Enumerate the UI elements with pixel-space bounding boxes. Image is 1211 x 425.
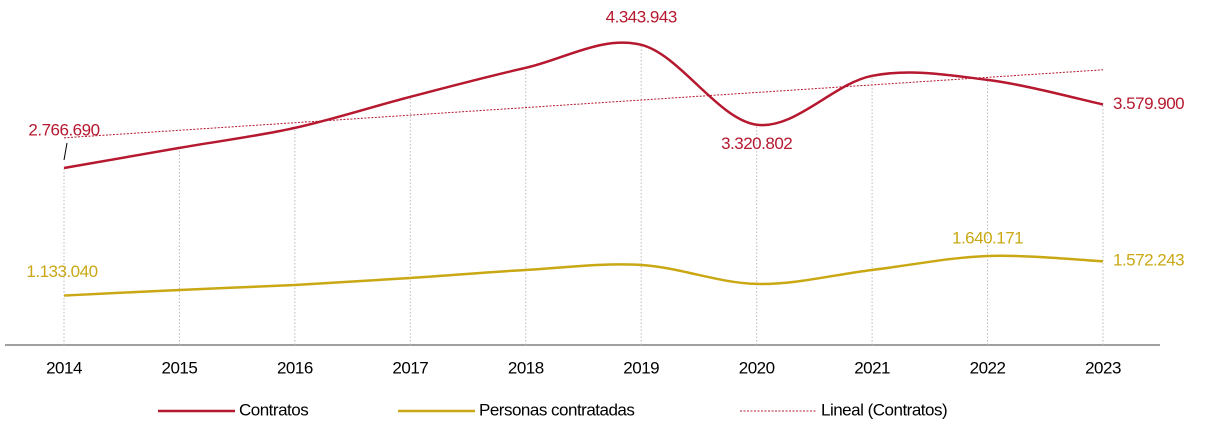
x-tick-label: 2017 — [392, 358, 428, 377]
data-label: 3.579.900 — [1113, 94, 1184, 113]
x-tick-label: 2020 — [739, 358, 775, 377]
series-line — [63, 41, 1104, 170]
x-tick-label: 2022 — [970, 358, 1006, 377]
data-label: 1.572.243 — [1113, 251, 1184, 270]
data-label: 1.640.171 — [952, 228, 1023, 247]
data-label: 2.766.690 — [28, 120, 99, 139]
data-label: 1.133.040 — [26, 262, 97, 281]
legend-label: Lineal (Contratos) — [821, 400, 947, 419]
x-tick-label: 2021 — [854, 358, 890, 377]
x-tick-label: 2015 — [162, 358, 198, 377]
data-label: 3.320.802 — [721, 134, 792, 153]
x-tick-label: 2014 — [46, 358, 82, 377]
leader-line — [63, 142, 68, 161]
trendline — [63, 69, 1104, 139]
series-line — [63, 254, 1104, 297]
data-label: 4.343.943 — [606, 7, 677, 26]
x-tick-label: 2018 — [508, 358, 544, 377]
x-tick-label: 2019 — [623, 358, 659, 377]
legend-label: Personas contratadas — [479, 400, 634, 419]
legend-label: Contratos — [239, 400, 308, 419]
x-tick-label: 2016 — [277, 358, 313, 377]
x-tick-label: 2023 — [1085, 358, 1121, 377]
